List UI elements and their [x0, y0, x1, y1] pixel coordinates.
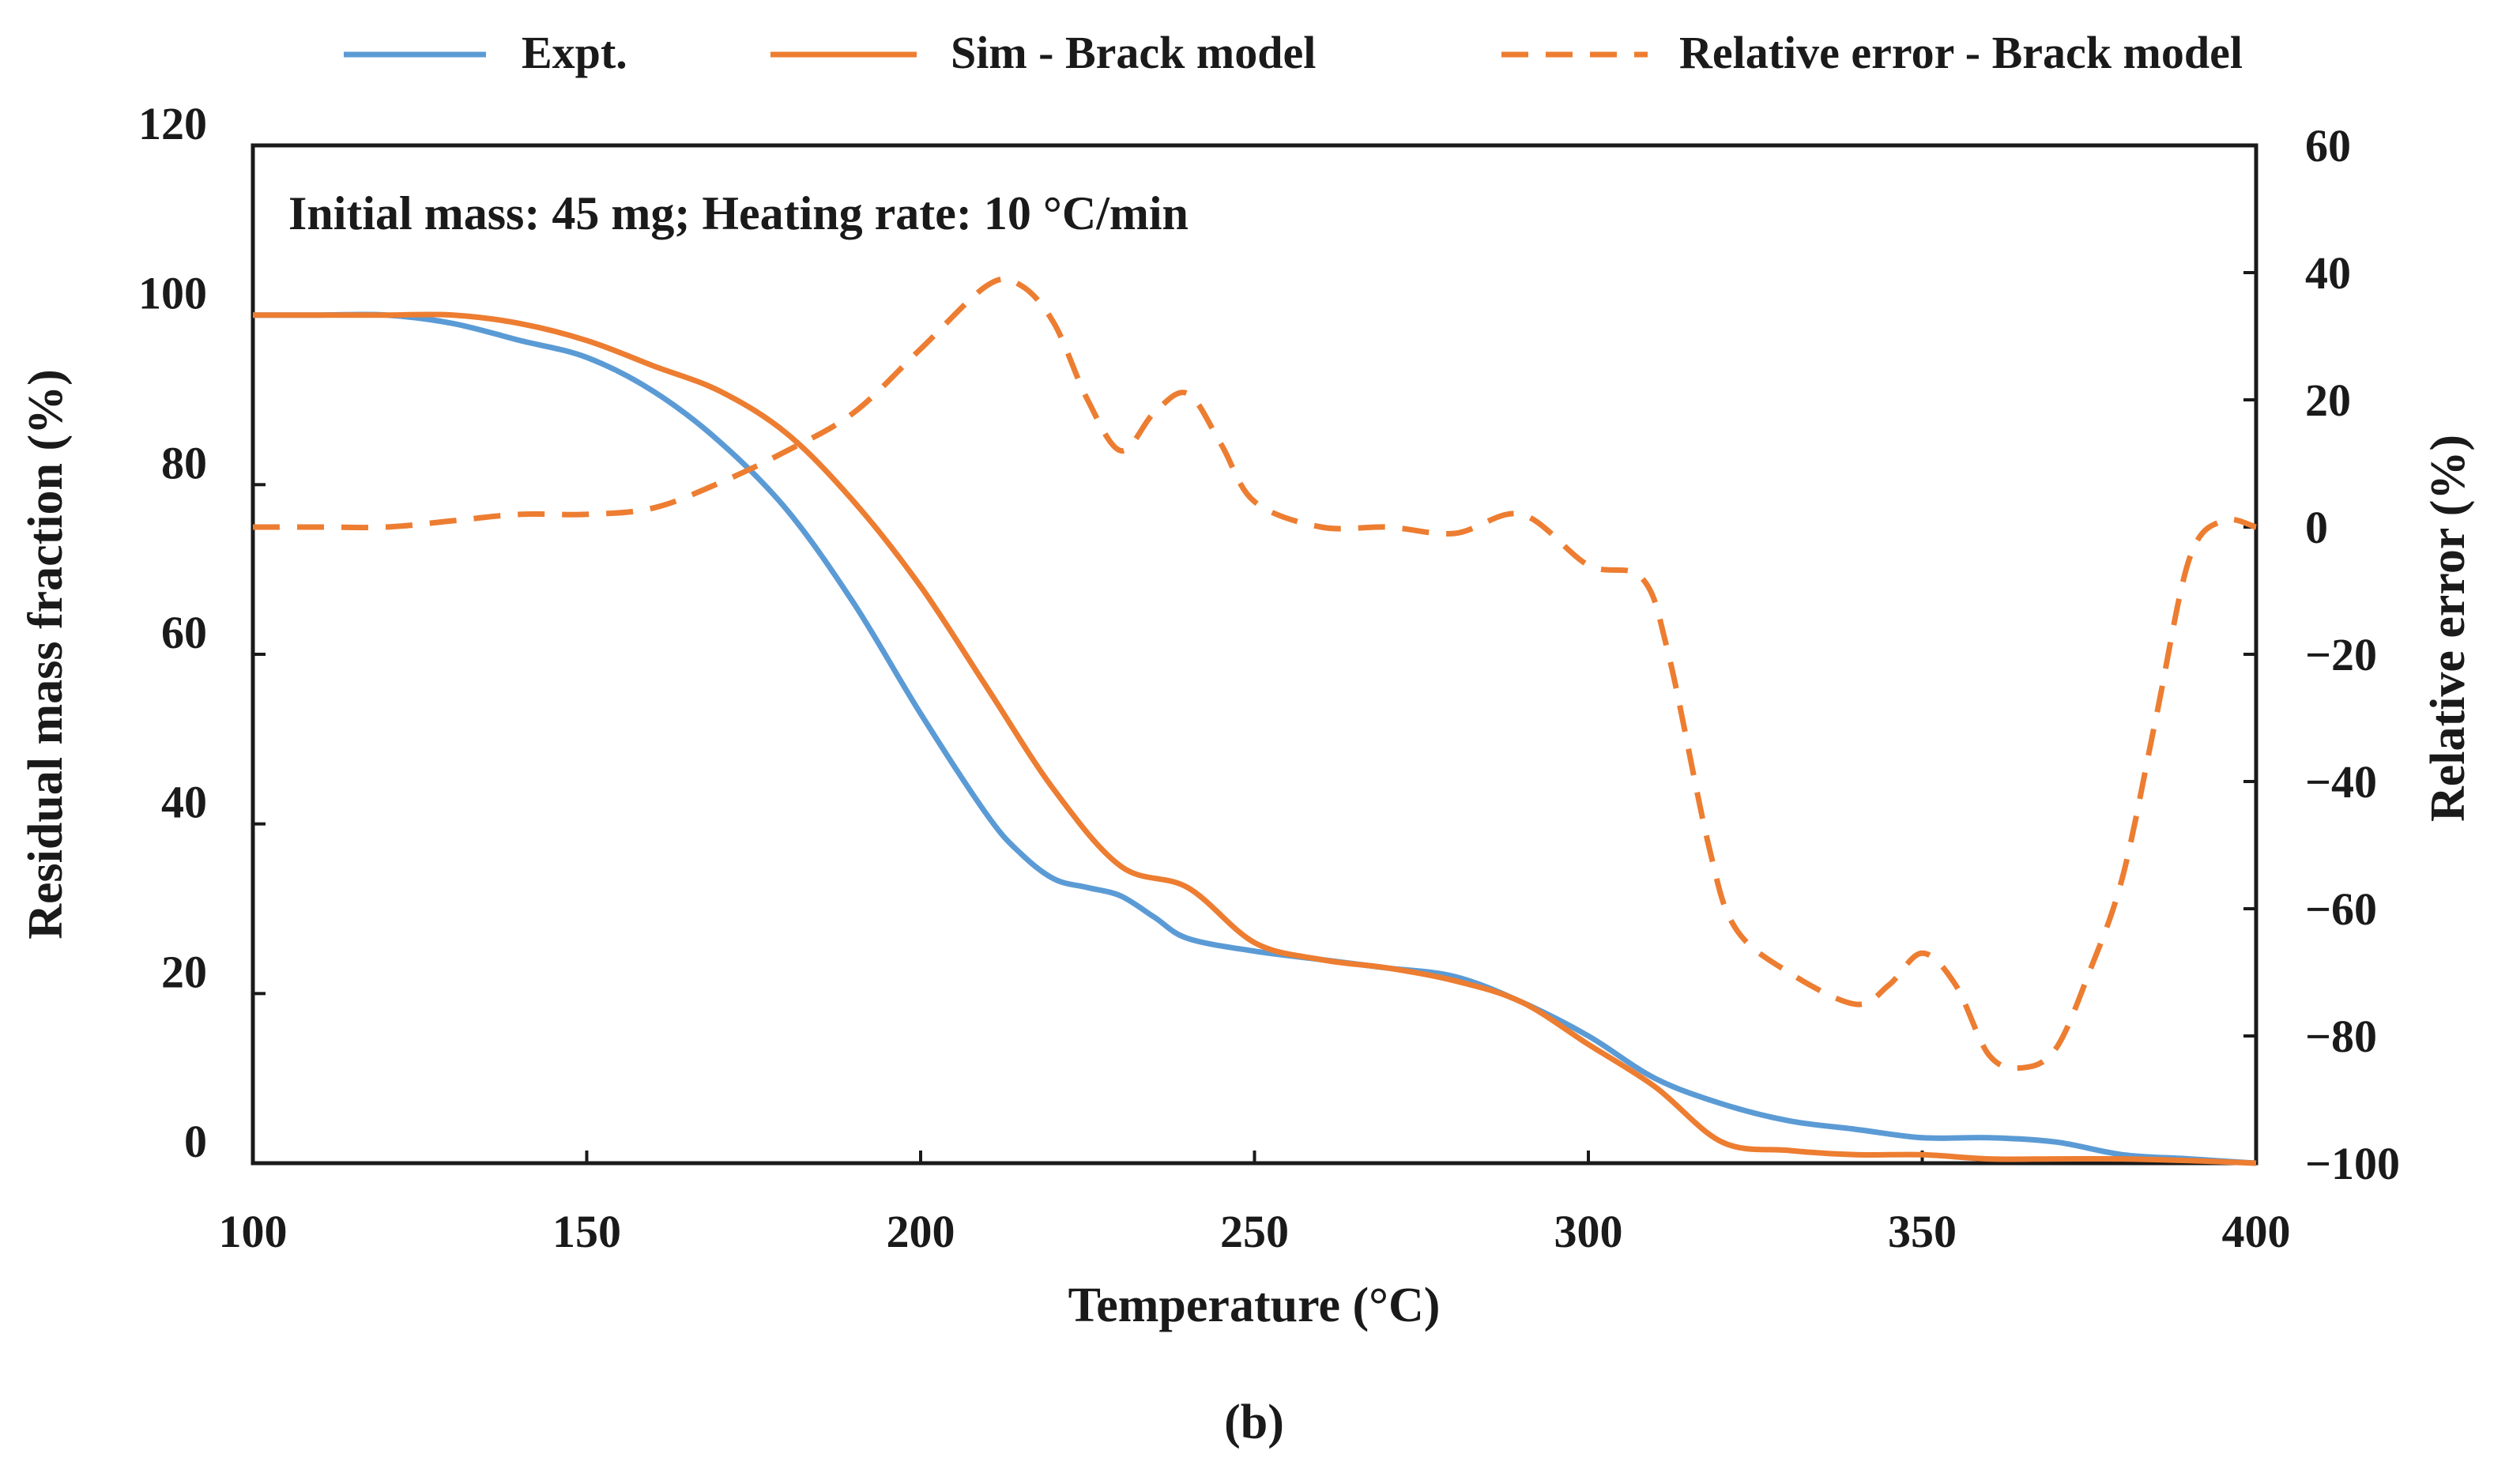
y-right-tick-label: 40: [2305, 247, 2351, 299]
x-tick-label: 350: [1888, 1206, 1957, 1257]
x-tick-label: 300: [1554, 1206, 1623, 1257]
legend-label-relerr: Relative error - Brack model: [1679, 27, 2243, 78]
y-left-tick-label: 120: [138, 98, 207, 149]
x-tick-label: 150: [552, 1206, 621, 1257]
annotation: Initial mass: 45 mg; Heating rate: 10 °C…: [288, 187, 1189, 239]
legend-label-expt: Expt.: [522, 27, 627, 78]
figure-caption: (b): [1224, 1395, 1284, 1449]
x-tick-label: 200: [887, 1206, 955, 1257]
legend: Expt. Sim - Brack model Relative error -…: [344, 27, 2243, 78]
x-tick-label: 100: [219, 1206, 288, 1257]
y-right-tick-label: −40: [2305, 756, 2377, 808]
plot-frame: [251, 143, 2258, 1166]
y-right-tick-label: 20: [2305, 375, 2351, 426]
x-axis-label: Temperature (°C): [1068, 1279, 1441, 1332]
y-left-tick-label: 60: [161, 607, 207, 658]
y-left-tick-label: 80: [161, 437, 207, 488]
relative-error-line: [252, 276, 2258, 1072]
x-tick-label: 250: [1220, 1206, 1289, 1257]
ticks-layer: 100 150 200 250 300 350 400020406080100120−100…: [138, 98, 2400, 1257]
y-right-tick-label: −20: [2305, 629, 2377, 680]
expt-line: [253, 311, 2257, 1166]
y-right-tick-label: −100: [2305, 1138, 2400, 1189]
y-right-tick-label: 60: [2305, 120, 2351, 171]
y-left-tick-label: 100: [138, 268, 207, 319]
sim-brack-line: [253, 311, 2257, 1166]
y-right-tick-label: −80: [2305, 1011, 2377, 1062]
y-right-tick-label: 0: [2305, 502, 2328, 553]
x-tick-label: 400: [2222, 1206, 2291, 1257]
legend-label-sim: Sim - Brack model: [951, 27, 1316, 78]
y-left-tick-label: 40: [161, 777, 207, 828]
y-axis-label-left: Residual mass fraction (%): [19, 369, 73, 940]
series-layer: [252, 276, 2258, 1166]
y-axis-label-right: Relative error (%): [2421, 435, 2475, 822]
y-left-tick-label: 20: [161, 946, 207, 997]
y-left-tick-label: 0: [184, 1116, 207, 1167]
y-right-tick-label: −60: [2305, 883, 2377, 935]
